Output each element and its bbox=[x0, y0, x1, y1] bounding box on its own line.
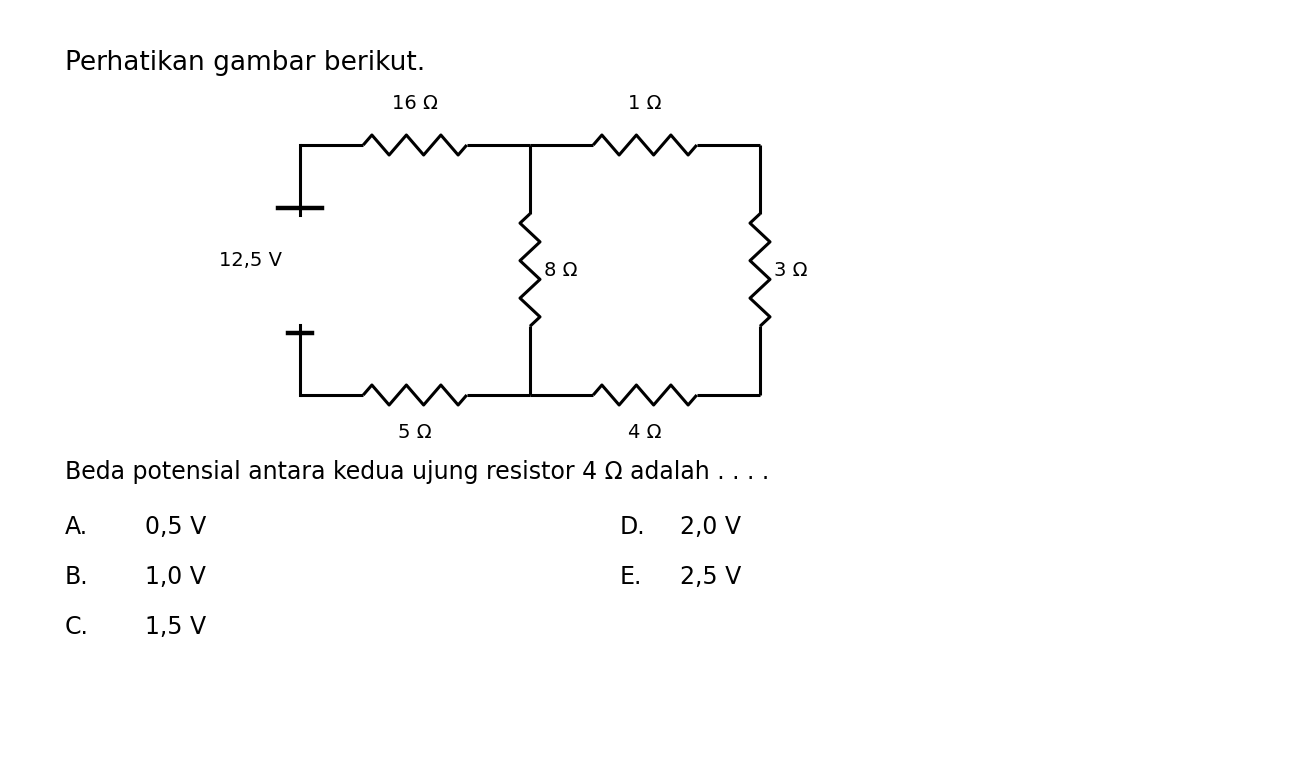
Text: 1,5 V: 1,5 V bbox=[145, 615, 207, 639]
Text: 3 Ω: 3 Ω bbox=[774, 261, 808, 280]
Text: A.: A. bbox=[65, 515, 88, 539]
Text: 8 Ω: 8 Ω bbox=[544, 261, 578, 280]
Text: 0,5 V: 0,5 V bbox=[145, 515, 207, 539]
Text: 4 Ω: 4 Ω bbox=[629, 423, 661, 442]
Text: E.: E. bbox=[620, 565, 643, 589]
Text: 12,5 V: 12,5 V bbox=[220, 251, 282, 270]
Text: Perhatikan gambar berikut.: Perhatikan gambar berikut. bbox=[65, 50, 425, 76]
Text: Beda potensial antara kedua ujung resistor 4 Ω adalah . . . .: Beda potensial antara kedua ujung resist… bbox=[65, 460, 769, 484]
Text: 2,0 V: 2,0 V bbox=[679, 515, 740, 539]
Text: 16 Ω: 16 Ω bbox=[392, 94, 438, 113]
Text: D.: D. bbox=[620, 515, 646, 539]
Text: 2,5 V: 2,5 V bbox=[679, 565, 742, 589]
Text: C.: C. bbox=[65, 615, 88, 639]
Text: B.: B. bbox=[65, 565, 88, 589]
Text: 5 Ω: 5 Ω bbox=[399, 423, 431, 442]
Text: 1 Ω: 1 Ω bbox=[629, 94, 661, 113]
Text: 1,0 V: 1,0 V bbox=[145, 565, 205, 589]
